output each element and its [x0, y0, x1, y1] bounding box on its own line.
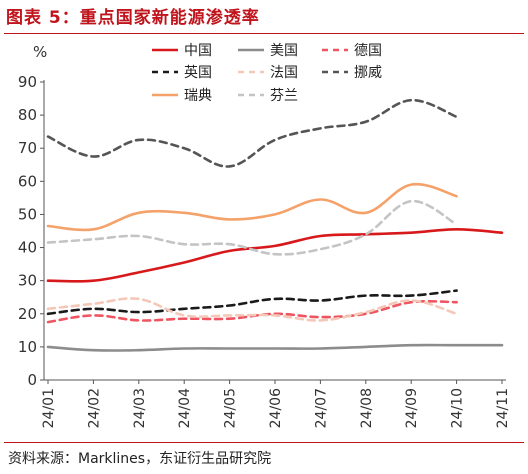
series-line-2 [46, 299, 458, 324]
y-tick-label: 10 [18, 338, 37, 356]
x-tick-label: 24/11 [495, 388, 511, 428]
series-line-0 [46, 228, 504, 283]
legend-label-0: 中国 [184, 43, 212, 59]
series-line-1 [46, 343, 504, 352]
legend-label-3: 英国 [184, 64, 212, 81]
y-tick-label: 40 [18, 239, 37, 257]
legend-label-7: 芬兰 [270, 88, 298, 104]
source-note: 资料来源：Marklines，东证衍生品研究院 [8, 451, 272, 467]
source-rule [4, 442, 524, 443]
y-tick-label: 0 [27, 371, 37, 389]
legend-label-5: 挪威 [354, 65, 382, 81]
series-line-6 [46, 182, 458, 232]
x-tick-label: 24/09 [404, 388, 420, 428]
series-line-5 [46, 98, 458, 168]
x-tick-label: 24/10 [450, 388, 466, 428]
y-tick-label: 30 [18, 272, 37, 290]
x-tick-label: 24/05 [223, 388, 239, 428]
x-tick-label: 24/04 [177, 388, 193, 428]
legend-label-2: 德国 [354, 43, 382, 59]
y-tick-label: 60 [18, 172, 37, 190]
x-tick-label: 24/07 [313, 388, 329, 428]
title-rule [4, 33, 524, 34]
series-line-7 [46, 199, 458, 256]
series-line-3 [46, 289, 458, 316]
y-unit-label: % [33, 43, 47, 61]
y-tick-label: 90 [18, 73, 37, 91]
legend-label-1: 美国 [270, 43, 298, 59]
legend-label-4: 法国 [270, 65, 298, 81]
x-tick-label: 24/02 [86, 388, 102, 428]
axes: 0 10 20 30 40 50 60 70 80 90 24/01 24/02 24/03 24/04 2… [18, 73, 511, 428]
legend-label-6: 瑞典 [184, 88, 212, 104]
y-tick-label: 20 [18, 305, 37, 323]
y-tick-label: 70 [18, 139, 37, 157]
x-tick-label: 24/03 [132, 388, 148, 428]
series-layer [46, 98, 504, 352]
series-line-4 [46, 297, 458, 322]
figure-title: 图表 5：重点国家新能源渗透率 [6, 8, 260, 28]
x-tick-label: 24/06 [268, 388, 284, 428]
x-tick-label: 24/08 [359, 388, 375, 428]
y-tick-label: 80 [18, 106, 37, 124]
y-tick-label: 50 [18, 205, 37, 223]
x-tick-label: 24/01 [41, 388, 57, 428]
